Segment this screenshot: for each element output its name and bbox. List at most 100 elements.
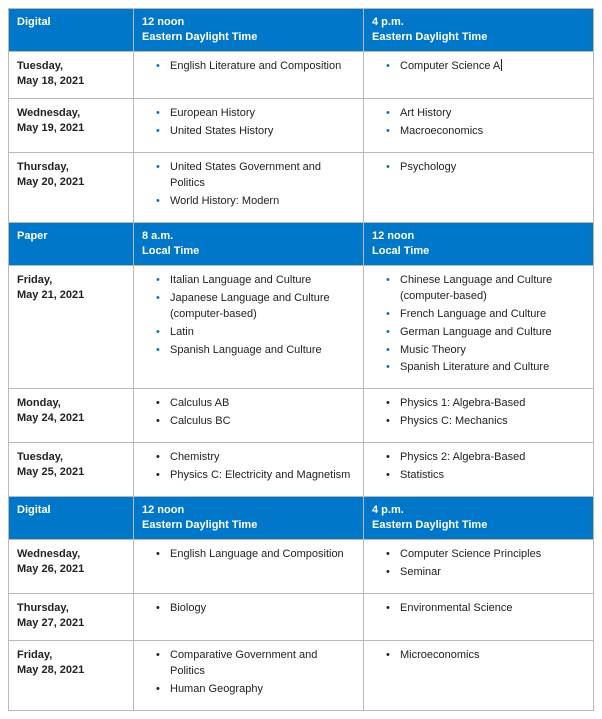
exam-name: Art History [400, 107, 451, 119]
day-date: May 25, 2021 [17, 466, 84, 478]
list-item: Spanish Literature and Culture [400, 360, 585, 378]
list-item: Chinese Language and Culture (computer-b… [400, 273, 585, 307]
list-item: English Language and Composition [170, 547, 355, 565]
day-name: Monday, [17, 397, 61, 409]
section-header: Paper8 a.m.Local Time12 noonLocal Time [9, 223, 594, 266]
timeslot-tz: Eastern Daylight Time [372, 31, 487, 43]
date-cell: Thursday, May 20, 2021 [9, 153, 134, 223]
list-item: Environmental Science [400, 601, 585, 619]
section-header: Digital12 noonEastern Daylight Time4 p.m… [9, 9, 594, 52]
timeslot-time: 4 p.m. [372, 16, 404, 28]
slot-cell: English Language and Composition [134, 539, 364, 593]
exam-name: United States History [170, 125, 273, 137]
exam-name: French Language and Culture [400, 308, 546, 320]
day-date: May 21, 2021 [17, 289, 84, 301]
list-item: United States History [170, 124, 355, 142]
exam-name: European History [170, 107, 255, 119]
slot-cell: Italian Language and CultureJapanese Lan… [134, 265, 364, 389]
slot-cell: Microeconomics [364, 641, 594, 711]
list-item: English Literature and Composition [170, 59, 355, 77]
table-row: Tuesday,May 18, 2021 English Literature a… [9, 51, 594, 99]
list-item: Computer Science Principles [400, 547, 585, 565]
table-row: Friday,May 28, 2021Comparative Governmen… [9, 641, 594, 711]
exam-list: Computer Science A [372, 59, 585, 77]
list-item: Human Geography [170, 682, 355, 700]
exam-name: English Language and Composition [170, 548, 344, 560]
day-name: Wednesday, [17, 548, 80, 560]
list-item: Psychology [400, 160, 585, 178]
date-cell: Tuesday,May 18, 2021 [9, 51, 134, 99]
exam-name: Physics C: Mechanics [400, 415, 508, 427]
list-item: Physics 2: Algebra-Based [400, 450, 585, 468]
slot-cell: Biology [134, 593, 364, 641]
day-date: May 28, 2021 [17, 664, 84, 676]
list-item: Microeconomics [400, 648, 585, 666]
list-item: Spanish Language and Culture [170, 343, 355, 361]
table-row: Wednesday, May 19, 2021 European History Un… [9, 99, 594, 153]
day-date: May 18, 2021 [17, 75, 84, 87]
date-cell: Friday, May 21, 2021 [9, 265, 134, 389]
list-item: Statistics [400, 468, 585, 486]
list-item: Italian Language and Culture [170, 273, 355, 291]
exam-name: Physics 1: Algebra-Based [400, 397, 525, 409]
timeslot-tz: Local Time [372, 245, 429, 257]
list-item: Chemistry [170, 450, 355, 468]
slot-cell: Computer Science Principles Seminar [364, 539, 594, 593]
exam-list: European History United States History [142, 106, 355, 142]
date-cell: Wednesday, May 19, 2021 [9, 99, 134, 153]
day-name: Thursday, [17, 161, 69, 173]
list-item: Seminar [400, 565, 585, 583]
day-name: Tuesday, [17, 451, 63, 463]
timeslot-time: 4 p.m. [372, 504, 404, 516]
text-cursor [501, 59, 502, 71]
timeslot-time: 12 noon [142, 16, 184, 28]
exam-name: Chemistry [170, 451, 220, 463]
slot-cell: Computer Science A [364, 51, 594, 99]
exam-list: English Language and Composition [142, 547, 355, 565]
exam-name: Calculus BC [170, 415, 231, 427]
date-cell: Wednesday, May 26, 2021 [9, 539, 134, 593]
exam-name: Music Theory [400, 344, 466, 356]
exam-name: Physics C: Electricity and Magnetism [170, 469, 350, 481]
exam-name: Japanese Language and Culture (computer-… [170, 292, 330, 320]
slot-cell: Chinese Language and Culture (computer-b… [364, 265, 594, 389]
day-date: May 19, 2021 [17, 122, 84, 134]
exam-list: Italian Language and CultureJapanese Lan… [142, 273, 355, 361]
exam-name: Seminar [400, 566, 441, 578]
day-date: May 20, 2021 [17, 176, 84, 188]
exam-name: Comparative Government and Politics [170, 649, 317, 677]
list-item: United States Government and Politics [170, 160, 355, 194]
exam-name: Microeconomics [400, 649, 479, 661]
slot-cell: European History United States History [134, 99, 364, 153]
day-name: Wednesday, [17, 107, 80, 119]
exam-name: German Language and Culture [400, 326, 552, 338]
section-header: Digital12 noonEastern Daylight Time4 p.m… [9, 497, 594, 540]
list-item: World History: Modern [170, 194, 355, 212]
exam-name: Biology [170, 602, 206, 614]
exam-list: Environmental Science [372, 601, 585, 619]
exam-name: Spanish Language and Culture [170, 344, 322, 356]
timeslot-time: 12 noon [142, 504, 184, 516]
day-date: May 26, 2021 [17, 563, 84, 575]
exam-list: Chemistry Physics C: Electricity and Magn… [142, 450, 355, 486]
exam-list: Chinese Language and Culture (computer-b… [372, 273, 585, 379]
exam-name: World History: Modern [170, 195, 279, 207]
list-item: Comparative Government and Politics [170, 648, 355, 682]
list-item: Physics 1: Algebra-Based [400, 396, 585, 414]
timeslot-header: 4 p.m.Eastern Daylight Time [364, 497, 594, 540]
slot-cell: Physics 1: Algebra-Based Physics C: Mecha… [364, 389, 594, 443]
exam-list: Physics 1: Algebra-Based Physics C: Mecha… [372, 396, 585, 432]
date-cell: Monday,May 24, 2021 [9, 389, 134, 443]
list-item: Biology [170, 601, 355, 619]
list-item: Physics C: Electricity and Magnetism [170, 468, 355, 486]
exam-list: Art HistoryMacroeconomics [372, 106, 585, 142]
list-item: German Language and Culture [400, 325, 585, 343]
table-row: Thursday,May 27, 2021BiologyEnvironmenta… [9, 593, 594, 641]
day-name: Friday, [17, 274, 52, 286]
list-item: Art History [400, 106, 585, 124]
exam-name: Psychology [400, 161, 456, 173]
table-row: Monday,May 24, 2021Calculus ABCalculus B… [9, 389, 594, 443]
slot-cell: United States Government and PoliticsWor… [134, 153, 364, 223]
slot-cell: Art HistoryMacroeconomics [364, 99, 594, 153]
exam-name: Computer Science Principles [400, 548, 541, 560]
